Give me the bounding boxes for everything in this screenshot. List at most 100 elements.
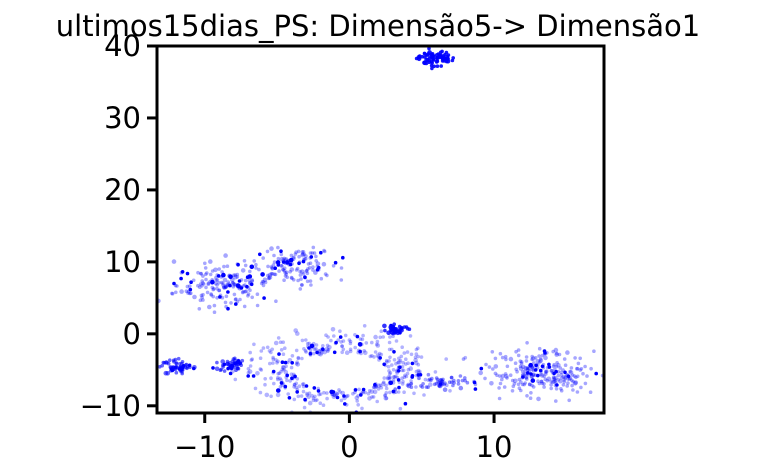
data-point — [299, 277, 303, 281]
data-point — [452, 378, 456, 383]
data-point — [290, 276, 294, 281]
data-point — [196, 283, 200, 288]
data-point — [563, 376, 567, 381]
data-point — [188, 287, 193, 292]
data-point — [592, 349, 596, 354]
data-point — [521, 364, 526, 370]
data-point — [301, 272, 306, 276]
data-point — [273, 272, 278, 277]
data-point — [252, 342, 256, 347]
data-point — [440, 379, 444, 383]
data-point — [332, 392, 338, 398]
data-point — [198, 282, 203, 286]
data-point — [302, 347, 306, 351]
data-point — [244, 289, 248, 294]
data-point — [458, 385, 464, 391]
data-point — [542, 374, 546, 379]
data-point — [543, 377, 548, 382]
data-point — [583, 381, 588, 386]
data-point — [289, 267, 295, 272]
data-point — [206, 282, 211, 287]
data-point — [188, 284, 192, 288]
data-point — [493, 364, 499, 369]
data-point — [235, 272, 240, 277]
data-point — [420, 385, 425, 389]
data-point — [274, 358, 278, 362]
data-point — [424, 385, 429, 389]
data-point — [308, 261, 313, 266]
data-point — [518, 364, 523, 369]
data-point — [217, 267, 221, 271]
data-point — [559, 387, 563, 391]
data-point — [199, 271, 203, 276]
data-point — [308, 256, 313, 260]
data-point — [279, 263, 284, 268]
data-point — [271, 357, 276, 362]
data-point — [563, 363, 568, 368]
data-point — [487, 365, 492, 369]
data-point — [542, 385, 546, 389]
data-point — [283, 384, 288, 389]
data-point — [438, 378, 443, 383]
data-point — [168, 358, 172, 363]
data-point — [400, 345, 405, 350]
data-point — [566, 374, 571, 379]
data-point — [269, 394, 273, 399]
data-point — [206, 281, 211, 286]
data-point — [208, 279, 212, 284]
data-point — [567, 377, 572, 382]
data-point — [522, 382, 526, 387]
data-point — [260, 279, 265, 284]
data-point — [313, 347, 317, 352]
x-tick-label: −10 — [174, 430, 235, 464]
data-point — [250, 278, 254, 282]
data-point — [296, 394, 301, 399]
data-point — [201, 298, 205, 302]
data-point — [250, 295, 254, 300]
data-point — [216, 274, 221, 278]
data-point — [426, 372, 431, 377]
data-point — [289, 257, 294, 263]
data-point — [217, 288, 221, 293]
data-point — [404, 325, 409, 329]
data-point — [227, 283, 231, 288]
data-point — [301, 389, 306, 394]
data-point — [272, 381, 276, 386]
data-point — [538, 360, 542, 364]
data-point — [531, 356, 536, 361]
data-point — [255, 371, 260, 376]
data-point — [205, 271, 209, 275]
data-point — [275, 260, 281, 265]
data-point — [517, 377, 522, 382]
data-point — [217, 281, 221, 285]
data-point — [223, 300, 228, 305]
data-point — [379, 385, 384, 390]
data-point — [339, 278, 344, 282]
data-point — [198, 285, 202, 290]
data-point — [387, 369, 391, 373]
data-point — [241, 284, 246, 288]
data-point — [563, 370, 567, 375]
data-point — [269, 246, 274, 251]
data-point — [361, 333, 365, 338]
data-point — [224, 294, 229, 299]
data-point — [199, 293, 204, 298]
data-point — [472, 380, 477, 385]
data-point — [573, 380, 578, 385]
data-point — [285, 373, 290, 378]
data-point — [339, 340, 343, 344]
data-point — [463, 355, 468, 360]
data-point — [243, 283, 247, 287]
data-point — [281, 260, 286, 264]
data-point — [272, 253, 276, 258]
data-point — [539, 373, 545, 378]
data-point — [443, 381, 447, 386]
data-point — [383, 328, 387, 333]
data-point — [386, 364, 391, 369]
data-point — [279, 252, 284, 257]
data-point — [335, 395, 340, 400]
data-point — [235, 262, 240, 266]
data-point — [337, 388, 341, 392]
data-point — [361, 390, 365, 395]
data-point — [348, 347, 353, 352]
